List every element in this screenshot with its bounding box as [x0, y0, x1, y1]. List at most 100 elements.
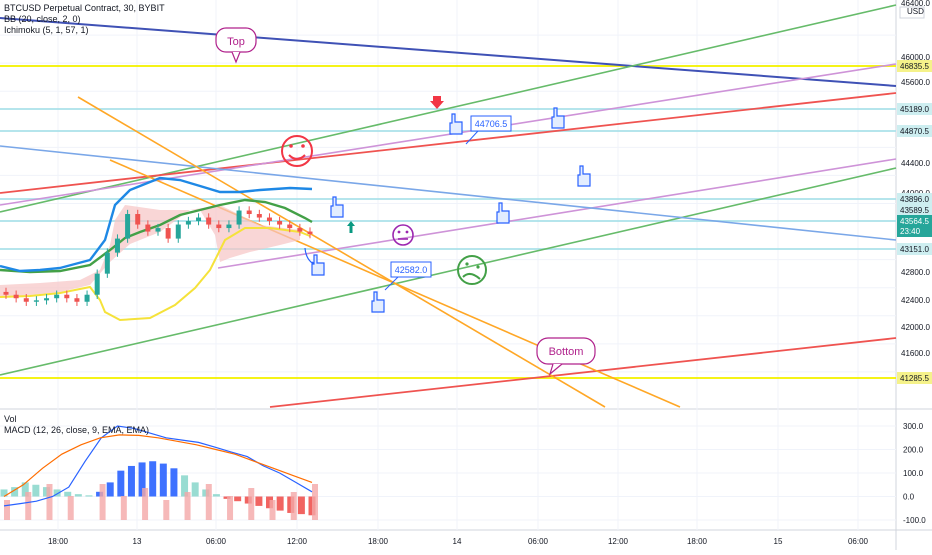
macd-histogram-bar [212, 494, 220, 497]
high-price-callout: 44706.5 [465, 115, 512, 145]
macd-histogram-bar [21, 482, 29, 497]
ichimoku-indicator-label: Ichimoku (5, 1, 57, 1) [4, 25, 89, 35]
price-badge-label: 41285.5 [900, 374, 929, 383]
price-tick-label: 42400.0 [901, 296, 930, 305]
macd-histogram-bar [64, 491, 72, 497]
hand-pointer-icon [330, 196, 344, 218]
time-tick-label: 18:00 [687, 537, 708, 546]
ichimoku-cloud [0, 205, 300, 298]
candle-body [33, 300, 39, 302]
currency-label: USD [907, 7, 924, 16]
hand-shape [551, 107, 565, 129]
candle-body [297, 228, 303, 232]
trend-line [217, 158, 897, 269]
price-badge [897, 125, 932, 137]
price-axis-bg [896, 0, 932, 550]
price-tick-label: 45600.0 [901, 78, 930, 87]
bb-basis-line [0, 198, 313, 274]
candle-body [266, 217, 272, 222]
neutral-face-icon [392, 224, 414, 246]
macd-tick-label: 300.0 [903, 422, 924, 431]
candle-body [114, 238, 120, 253]
hand-pointer-icon [496, 202, 510, 224]
confused-face-icon [457, 255, 487, 285]
top-callout: Top [215, 27, 257, 64]
candle-body [54, 294, 60, 299]
macd-histogram-bar [74, 494, 82, 497]
macd-indicator-label: MACD (12, 26, close, 9, EMA, EMA) [4, 425, 150, 435]
time-tick-label: 15 [774, 537, 783, 546]
low-price-callout: 42582.0 [384, 261, 432, 291]
ichimoku-layer [0, 176, 313, 322]
time-tick-label: 06:00 [528, 537, 549, 546]
hand-pointer-icon [311, 254, 325, 276]
candle-body [165, 228, 171, 239]
volume-bar [290, 492, 297, 520]
price-badge-label: 43896.0 [900, 195, 929, 204]
high-price-label: 44706.5 [475, 119, 508, 129]
macd-tick-label: 100.0 [903, 469, 924, 478]
candle-layer [3, 206, 313, 306]
price-badge [897, 204, 932, 216]
candle-body [206, 217, 212, 225]
macd-tick-label: 0.0 [903, 493, 915, 502]
hand-shape [371, 291, 385, 313]
hand-pointer-icon [577, 165, 591, 187]
time-tick-label: 06:00 [206, 537, 227, 546]
top-label: Top [227, 36, 245, 48]
volume-bar [67, 496, 74, 520]
volume-bar [312, 484, 318, 520]
price-badge-label: 23:40 [900, 227, 921, 236]
trend-line [0, 17, 897, 87]
signal-line [3, 434, 313, 498]
hand-shape [330, 196, 344, 218]
macd-layer [0, 425, 318, 520]
macd-histogram-bar [11, 487, 19, 497]
time-tick-label: 18:00 [368, 537, 389, 546]
candle-body [246, 210, 252, 215]
macd-histogram-bar [255, 496, 263, 506]
chart-legend: BTCUSD Perpetual Contract, 30, BYBIT BB … [4, 3, 165, 36]
candle-body [155, 228, 161, 232]
volume-bar [99, 484, 106, 520]
macd-histogram-bar [85, 495, 93, 497]
macd-histogram-bar [181, 475, 189, 497]
hand-pointer-icon [551, 107, 565, 129]
candle-body [13, 294, 19, 299]
price-badge-label: 44870.5 [900, 127, 929, 136]
price-tick-label: 44400.0 [901, 159, 930, 168]
ichimoku-conversion-line [0, 176, 313, 273]
trend-line [0, 167, 897, 376]
time-tick-label: 12:00 [287, 537, 308, 546]
macd-histogram-bar [297, 496, 305, 515]
macd-histogram-bar [159, 463, 167, 497]
trend-line [109, 159, 681, 408]
candle-body [44, 298, 50, 301]
time-tick-label: 14 [453, 537, 462, 546]
symbol-title: BTCUSD Perpetual Contract, 30, BYBIT [4, 3, 165, 13]
macd-histogram-bar [276, 496, 284, 511]
trend-line [0, 145, 897, 241]
price-badge-label: 43564.5 [900, 217, 929, 226]
volume-bar [25, 492, 32, 520]
price-tick-label: 41600.0 [901, 349, 930, 358]
price-tick-label: 46400.0 [901, 0, 930, 8]
candle-body [145, 224, 151, 232]
candle-body [277, 221, 283, 225]
candle-body [216, 224, 222, 229]
currency-box [899, 6, 925, 19]
volume-bar [142, 488, 149, 520]
vol-label: Vol [4, 414, 17, 424]
candle-body [185, 221, 191, 225]
macd-tick-label: 200.0 [903, 446, 924, 455]
macd-line [3, 425, 313, 507]
price-badge [897, 225, 932, 237]
low-price-label: 42582.0 [395, 265, 428, 275]
price-badge [897, 60, 932, 72]
candle-body [125, 214, 131, 239]
volume-bar [46, 484, 53, 520]
lower-pane-legend: Vol MACD (12, 26, close, 9, EMA, EMA) [4, 414, 149, 436]
candle-body [94, 273, 100, 295]
